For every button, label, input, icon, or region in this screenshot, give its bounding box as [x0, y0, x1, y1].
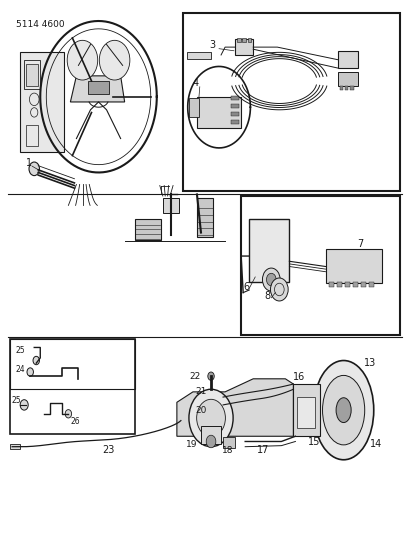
Bar	[339, 86, 342, 90]
Bar	[134, 220, 160, 240]
Text: 24: 24	[15, 365, 25, 374]
Circle shape	[262, 268, 279, 291]
Bar	[26, 64, 38, 86]
Text: 1: 1	[26, 158, 32, 168]
Circle shape	[65, 410, 72, 418]
Text: 14: 14	[369, 439, 381, 449]
Bar	[20, 52, 64, 151]
Text: 18: 18	[222, 447, 233, 456]
Bar	[249, 220, 289, 282]
Polygon shape	[70, 76, 124, 102]
Polygon shape	[293, 384, 319, 436]
Circle shape	[99, 41, 130, 80]
Bar	[344, 282, 349, 287]
Ellipse shape	[313, 360, 373, 460]
Text: 21: 21	[194, 387, 206, 397]
Bar	[344, 86, 348, 90]
Bar	[10, 444, 20, 449]
Text: 5114 4600: 5114 4600	[16, 20, 65, 29]
Bar	[337, 71, 357, 86]
Text: 7: 7	[357, 239, 363, 249]
Bar	[242, 38, 245, 42]
Polygon shape	[176, 379, 293, 436]
Text: 4: 4	[192, 78, 198, 88]
Text: 22: 22	[189, 372, 200, 381]
Bar	[26, 125, 38, 147]
Text: 16: 16	[293, 372, 305, 382]
Circle shape	[189, 389, 233, 447]
Bar	[196, 97, 240, 128]
Text: 26: 26	[70, 417, 80, 426]
Bar	[231, 112, 238, 116]
Text: 8: 8	[264, 292, 270, 301]
Bar	[200, 426, 220, 444]
Bar	[10, 338, 134, 389]
Bar	[182, 13, 399, 191]
Bar	[189, 98, 198, 117]
Bar	[231, 96, 238, 100]
Circle shape	[196, 399, 225, 437]
Bar	[352, 282, 357, 287]
Bar	[337, 51, 357, 68]
Bar	[234, 39, 253, 55]
Bar	[296, 397, 314, 429]
Text: 17: 17	[256, 445, 269, 455]
Bar	[360, 282, 365, 287]
Text: 25: 25	[11, 397, 21, 406]
Circle shape	[20, 400, 28, 410]
Text: 6: 6	[243, 282, 249, 292]
Text: 15: 15	[307, 437, 319, 447]
Bar	[222, 437, 235, 448]
Bar	[240, 196, 399, 335]
Text: 19: 19	[186, 440, 197, 449]
Bar	[349, 86, 353, 90]
Circle shape	[206, 435, 215, 448]
Bar	[336, 282, 341, 287]
Circle shape	[67, 41, 97, 80]
Bar	[24, 60, 40, 89]
Circle shape	[33, 357, 39, 365]
Bar	[10, 338, 134, 434]
Circle shape	[207, 372, 214, 381]
Circle shape	[29, 162, 39, 175]
Circle shape	[266, 273, 275, 286]
Bar	[236, 38, 240, 42]
Bar	[247, 38, 251, 42]
Ellipse shape	[335, 398, 350, 423]
Bar	[196, 198, 213, 237]
Bar	[231, 120, 238, 124]
Bar	[325, 249, 381, 283]
Bar	[231, 104, 238, 108]
Bar	[328, 282, 333, 287]
Text: 20: 20	[194, 406, 206, 415]
Text: 13: 13	[363, 358, 375, 368]
Text: 23: 23	[102, 445, 115, 455]
Bar	[162, 198, 178, 213]
Ellipse shape	[322, 375, 364, 445]
Text: 3: 3	[209, 40, 215, 50]
Circle shape	[270, 278, 288, 301]
Bar	[368, 282, 373, 287]
Circle shape	[27, 368, 34, 376]
Bar	[187, 52, 211, 59]
Bar	[88, 81, 108, 94]
Text: 25: 25	[15, 346, 25, 354]
